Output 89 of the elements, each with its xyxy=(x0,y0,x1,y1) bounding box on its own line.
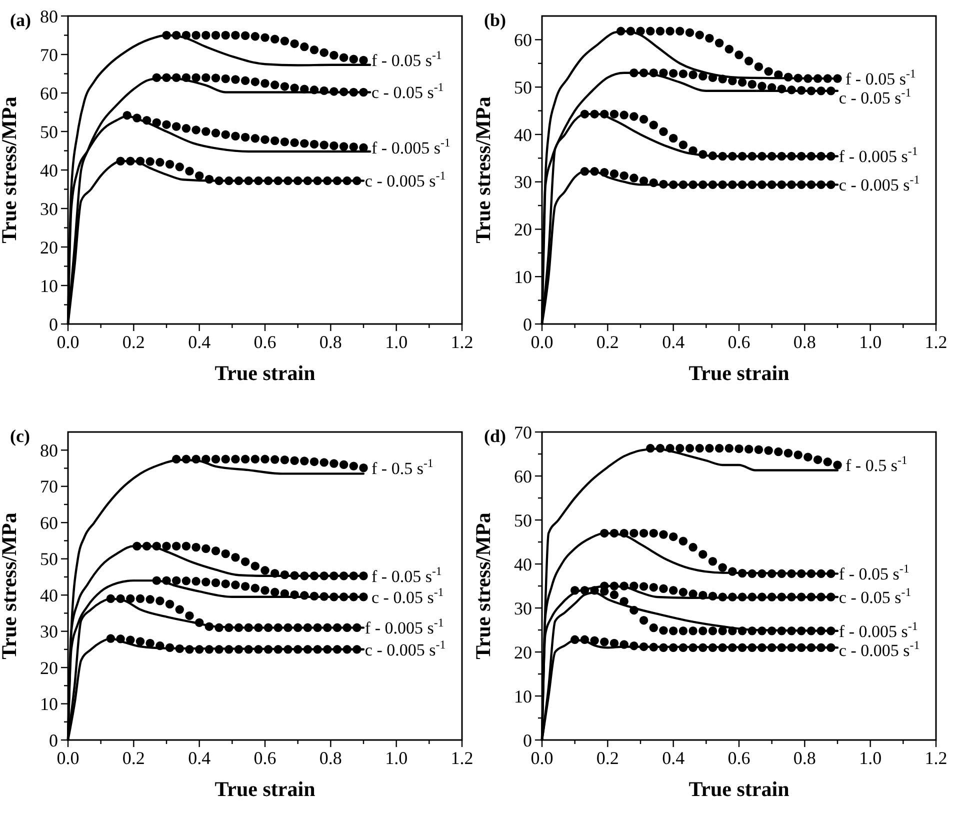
x-tick-label: 0.2 xyxy=(596,332,619,352)
x-tick-label: 0.6 xyxy=(254,748,276,768)
y-tick-label: 40 xyxy=(40,585,58,606)
x-tick-label: 0.8 xyxy=(319,748,342,768)
y-tick-label: 80 xyxy=(40,6,58,26)
y-tick-label: 70 xyxy=(514,422,532,442)
x-tick-label: 0.8 xyxy=(319,332,342,352)
x-axis-title: True strain xyxy=(688,361,790,385)
x-tick-label: 0.6 xyxy=(728,748,750,768)
x-axis-title: True strain xyxy=(214,361,316,385)
x-tick-label: 0.6 xyxy=(728,332,750,352)
y-tick-label: 10 xyxy=(40,276,58,296)
series-label: c - 0.005 s$^{-1}$ xyxy=(364,637,446,660)
y-tick-label: 30 xyxy=(514,172,532,192)
x-tick-label: 1.0 xyxy=(385,748,408,768)
chart-title: (a) xyxy=(10,10,31,30)
series-label: f - 0.05 s$^{-1}$ xyxy=(372,48,442,70)
y-tick-label: 60 xyxy=(40,83,58,104)
x-tick-label: 1.2 xyxy=(924,332,948,352)
y-tick-label: 0 xyxy=(523,314,532,334)
y-tick-label: 60 xyxy=(40,512,58,533)
x-tick-label: 0.0 xyxy=(530,332,554,352)
series-label: f - 0.5 s$^{-1}$ xyxy=(846,452,908,475)
x-tick-label: 0.0 xyxy=(530,748,554,768)
y-axis-title: True stress/MPa xyxy=(0,96,21,244)
series-label: f - 0.05 s$^{-1}$ xyxy=(846,66,916,88)
x-tick-label: 1.2 xyxy=(450,748,474,768)
x-tick-label: 1.0 xyxy=(859,332,882,352)
y-tick-label: 30 xyxy=(40,622,58,642)
series-label: f - 0.005 s$^{-1}$ xyxy=(372,136,450,158)
y-tick-label: 0 xyxy=(49,730,58,750)
x-tick-label: 0.4 xyxy=(662,332,685,352)
y-tick-label: 30 xyxy=(514,598,532,618)
y-tick-label: 50 xyxy=(40,122,58,142)
series-label: c - 0.05 s$^{-1}$ xyxy=(372,80,444,102)
chart-title: (b) xyxy=(484,10,506,30)
y-axis-title: True stress/MPa xyxy=(0,512,21,660)
chart-title: (c) xyxy=(10,426,30,446)
x-axis-title: True strain xyxy=(688,777,790,801)
series-label: f - 0.005 s$^{-1}$ xyxy=(364,616,444,638)
series-label: c - 0.05 s$^{-1}$ xyxy=(838,86,912,108)
y-tick-label: 20 xyxy=(514,220,532,240)
y-tick-label: 30 xyxy=(40,198,58,219)
x-tick-label: 1.2 xyxy=(924,748,948,768)
y-tick-label: 50 xyxy=(514,510,532,530)
series-label: c - 0.005 s$^{-1}$ xyxy=(838,172,920,195)
series-label: f - 0.5 s$^{-1}$ xyxy=(372,456,434,478)
x-tick-label: 1.0 xyxy=(859,748,882,768)
y-tick-label: 0 xyxy=(523,730,532,750)
x-tick-label: 1.0 xyxy=(385,332,408,352)
x-tick-label: 0.8 xyxy=(793,332,816,352)
y-tick-label: 40 xyxy=(514,124,532,145)
y-tick-label: 20 xyxy=(514,642,532,662)
y-axis-title: True stress/MPa xyxy=(471,96,495,244)
y-tick-label: 10 xyxy=(40,694,58,714)
y-tick-label: 70 xyxy=(40,44,58,65)
y-tick-label: 0 xyxy=(49,314,58,334)
y-tick-label: 20 xyxy=(40,658,58,678)
series-label: c - 0.05 s$^{-1}$ xyxy=(372,584,444,607)
series-label: f - 0.005 s$^{-1}$ xyxy=(838,144,918,166)
series-label: f - 0.05 s$^{-1}$ xyxy=(372,564,442,586)
series-label: c - 0.05 s$^{-1}$ xyxy=(838,584,912,607)
y-axis-title: True stress/MPa xyxy=(471,512,495,660)
y-tick-label: 60 xyxy=(514,30,532,50)
x-tick-label: 0.4 xyxy=(188,332,211,352)
x-tick-label: 1.2 xyxy=(450,332,474,352)
x-tick-label: 0.2 xyxy=(122,332,145,352)
x-tick-label: 0.8 xyxy=(793,748,816,768)
y-tick-label: 10 xyxy=(514,686,532,706)
y-tick-label: 50 xyxy=(514,77,532,98)
x-tick-label: 0.2 xyxy=(596,748,619,768)
y-tick-label: 80 xyxy=(40,440,58,460)
y-tick-label: 50 xyxy=(40,549,58,570)
x-tick-label: 0.0 xyxy=(56,748,80,768)
x-tick-label: 0.6 xyxy=(254,332,276,352)
y-tick-label: 40 xyxy=(514,554,532,574)
series-label: c - 0.005 s$^{-1}$ xyxy=(364,168,446,191)
x-tick-label: 0.0 xyxy=(56,332,80,352)
x-tick-label: 0.2 xyxy=(122,748,145,768)
y-tick-label: 60 xyxy=(514,466,532,486)
y-tick-label: 40 xyxy=(40,160,58,180)
y-tick-label: 70 xyxy=(40,476,58,497)
y-tick-label: 20 xyxy=(40,237,58,258)
x-axis-title: True strain xyxy=(214,777,316,801)
x-tick-label: 0.4 xyxy=(662,748,685,768)
series-label: f - 0.05 s$^{-1}$ xyxy=(838,562,910,584)
chart-title: (d) xyxy=(484,426,506,446)
y-tick-label: 10 xyxy=(514,266,532,287)
x-tick-label: 0.4 xyxy=(188,748,211,768)
